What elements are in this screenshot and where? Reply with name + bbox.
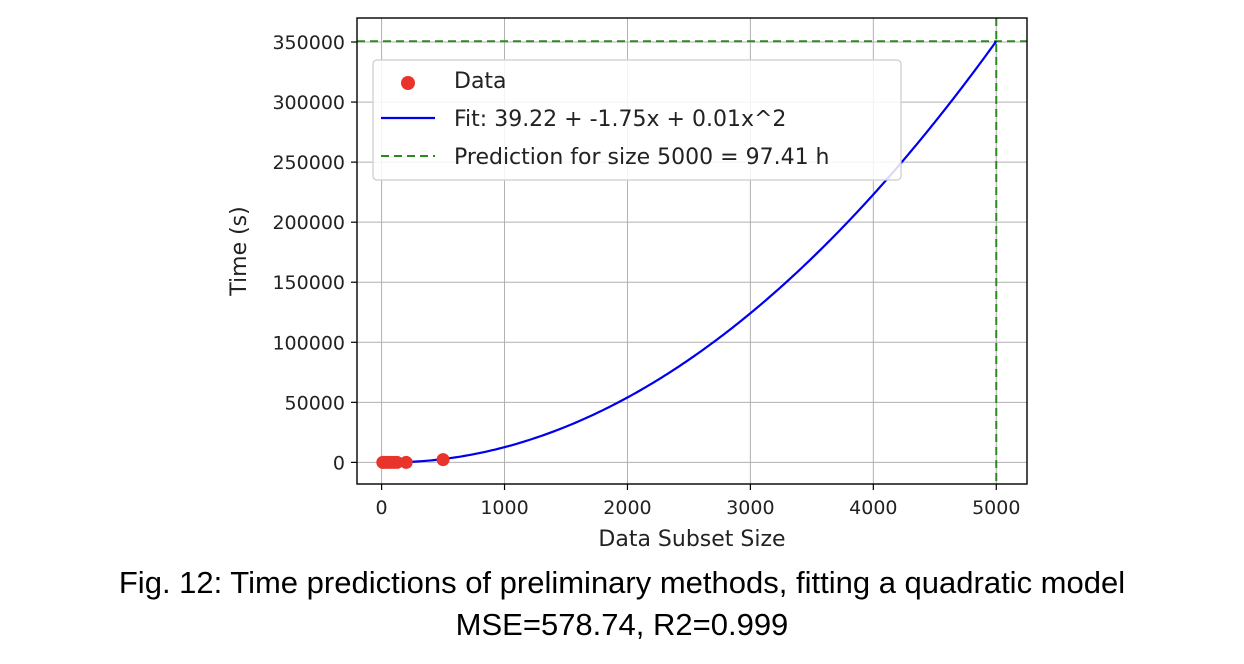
data-points — [376, 453, 450, 469]
legend-label-prediction: Prediction for size 5000 = 97.41 h — [454, 145, 830, 170]
axis-ticks: 0 1000 2000 3000 4000 50000500001000001500002… — [272, 32, 1020, 519]
x-axis-label: Data Subset Size — [598, 527, 785, 552]
y-tick-label: 150000 — [272, 272, 345, 294]
figure-caption-line-2: MSE=578.74, R2=0.999 — [455, 607, 789, 642]
legend-label-fit: Fit: 39.22 + -1.75x + 0.01x^2 — [454, 107, 786, 132]
data-point — [399, 455, 413, 469]
data-point — [436, 453, 450, 467]
legend-box — [372, 59, 902, 181]
legend-label-data: Data — [454, 69, 507, 94]
x-tick-label: 4000 — [849, 497, 897, 519]
x-tick-label: 5000 — [972, 497, 1020, 519]
chart: 0 1000 2000 3000 4000 50000500001000001500002… — [227, 17, 1028, 552]
plot-frame — [356, 17, 1028, 485]
y-tick-label: 100000 — [272, 332, 345, 354]
prediction-reference-lines — [357, 18, 1027, 484]
y-tick-label: 50000 — [285, 392, 345, 414]
x-tick-label: 3000 — [726, 497, 774, 519]
y-tick-label: 250000 — [272, 152, 345, 174]
y-tick-label: 200000 — [272, 212, 345, 234]
y-tick-label: 350000 — [272, 32, 345, 54]
y-tick-label: 0 — [333, 452, 345, 474]
x-tick-label: 2000 — [603, 497, 651, 519]
y-axis-label: Time (s) — [227, 206, 252, 296]
legend: Data Fit: 39.22 + -1.75x + 0.01x^2 Predi… — [372, 59, 902, 181]
y-tick-label: 300000 — [272, 92, 345, 114]
legend-marker-data — [401, 76, 415, 90]
x-tick-label: 0 — [376, 497, 388, 519]
x-tick-label: 1000 — [480, 497, 528, 519]
data-point — [390, 455, 404, 469]
figure-caption-line-1: Fig. 12: Time predictions of preliminary… — [118, 565, 1126, 600]
